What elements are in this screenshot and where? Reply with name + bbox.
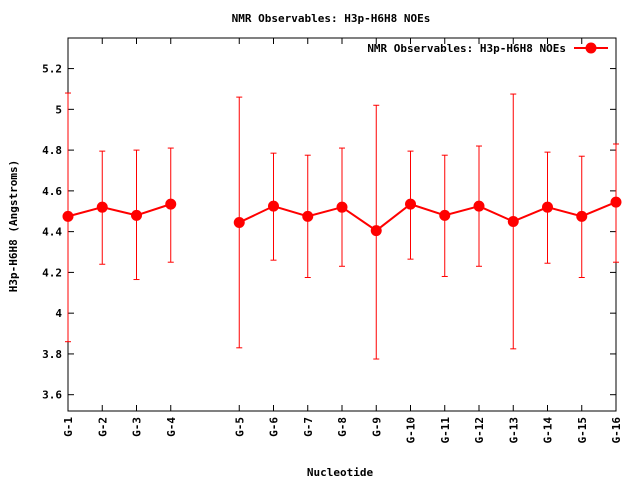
data-point — [233, 216, 245, 228]
data-point — [439, 209, 451, 221]
x-tick-label: G-15 — [576, 417, 589, 444]
x-tick-label: G-2 — [96, 417, 109, 437]
y-tick-label: 5 — [55, 103, 62, 116]
y-tick-label: 4.4 — [42, 226, 62, 239]
data-series — [62, 92, 622, 360]
y-tick-label: 4.2 — [42, 266, 62, 279]
x-tick-label: G-14 — [542, 417, 555, 444]
data-point — [62, 210, 74, 222]
x-tick-label: G-8 — [336, 417, 349, 437]
y-tick-label: 4 — [55, 307, 62, 320]
chart-title: NMR Observables: H3p-H6H8 NOEs — [232, 12, 431, 25]
legend: NMR Observables: H3p-H6H8 NOEs — [367, 42, 608, 55]
series-line — [67, 203, 172, 218]
data-point — [96, 201, 108, 213]
data-point — [131, 209, 142, 221]
data-point — [576, 210, 588, 222]
y-tick-label: 4.8 — [42, 144, 62, 157]
x-tick-label: G-4 — [165, 417, 178, 437]
x-tick-label: G-12 — [473, 417, 486, 444]
y-tick-label: 4.6 — [42, 185, 62, 198]
y-tick-label: 3.6 — [42, 389, 62, 402]
series-line — [238, 201, 617, 232]
x-tick-label: G-3 — [131, 417, 144, 437]
data-point — [370, 225, 382, 237]
data-point — [165, 198, 177, 210]
data-point — [336, 201, 348, 213]
x-tick-label: G-11 — [439, 417, 452, 444]
y-axis-label: H3p-H6H8 (Angstroms) — [7, 160, 20, 292]
legend-label: NMR Observables: H3p-H6H8 NOEs — [367, 42, 566, 55]
data-point — [405, 198, 416, 210]
x-tick-label: G-1 — [62, 417, 75, 437]
data-point — [610, 196, 622, 208]
data-point — [268, 200, 279, 212]
legend-marker — [585, 42, 597, 54]
x-tick-label: G-5 — [233, 417, 246, 437]
x-tick-label: G-13 — [507, 417, 520, 444]
x-tick-label: G-6 — [268, 417, 281, 437]
data-point — [302, 210, 314, 222]
x-axis: G-1 G-2 G-3 G-4 G-5 G-6 G-7 G-8 G-9 G-10 G-11 G-12 G… — [62, 38, 623, 444]
y-axis: 3.6 3.8 4 4.2 4.4 4.6 4.8 5 5.2 — [42, 63, 616, 402]
x-tick-label: G-9 — [370, 417, 383, 437]
x-tick-label: G-16 — [610, 417, 623, 444]
data-point — [542, 201, 553, 213]
y-tick-label: 3.8 — [42, 348, 62, 361]
data-point — [473, 200, 485, 212]
x-tick-label: G-10 — [405, 417, 418, 444]
y-tick-label: 5.2 — [42, 63, 62, 76]
x-tick-label: G-7 — [302, 417, 315, 437]
x-axis-label: Nucleotide — [307, 466, 374, 479]
data-point — [507, 215, 519, 227]
